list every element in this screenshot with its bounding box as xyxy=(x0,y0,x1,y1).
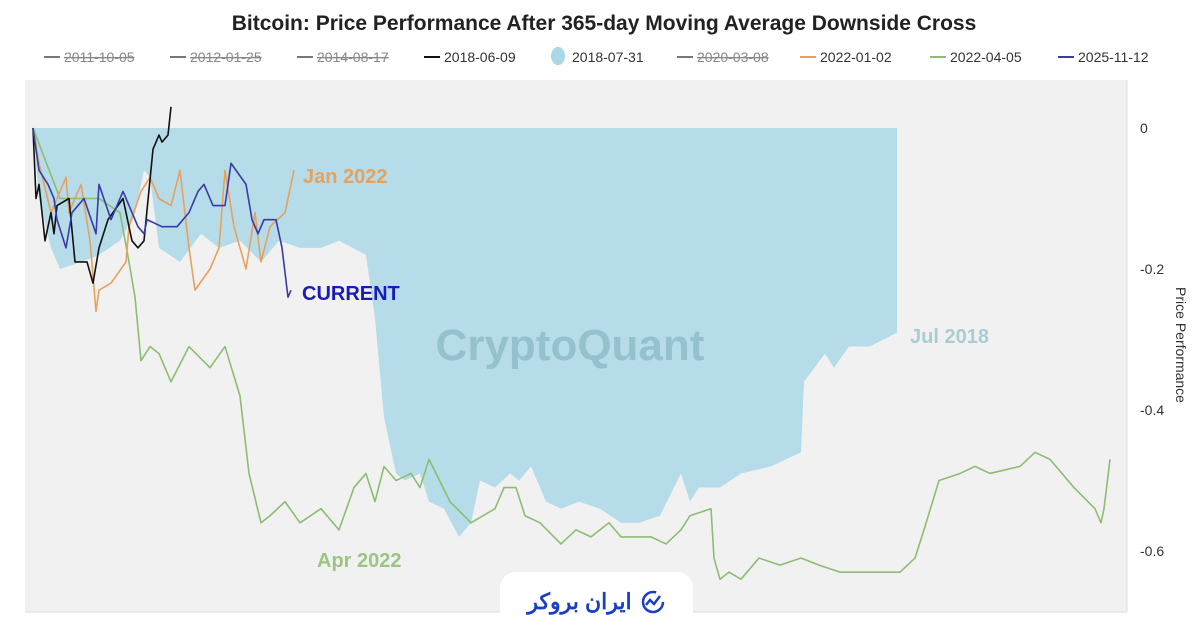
chart-trend-logo-icon xyxy=(641,590,664,614)
legend: 2011-10-05 2012-01-25 2014-08-17 2018-06-09… xyxy=(44,47,1149,65)
series-line-2025-11-12 xyxy=(32,127,292,299)
y-tick-label: -0.4 xyxy=(1140,402,1164,418)
legend-item-2020-03-08[interactable]: 2020-03-08 xyxy=(677,49,769,65)
legend-label: 2012-01-25 xyxy=(190,49,262,65)
legend-item-2025-11-12[interactable]: 2025-11-12 xyxy=(1058,49,1149,65)
legend-label: 2020-03-08 xyxy=(697,49,769,65)
annotation-2022-01-02: Jan 2022 xyxy=(303,166,388,188)
legend-label: 2022-04-05 xyxy=(950,49,1022,65)
legend-label: 2025-11-12 xyxy=(1078,49,1149,65)
legend-item-2018-06-09[interactable]: 2018-06-09 xyxy=(424,49,516,65)
annotations: Jan 2022 CURRENT Jul 2018 Apr 2022 xyxy=(302,166,989,572)
legend-item-2012-01-25[interactable]: 2012-01-25 xyxy=(170,49,262,65)
series-layer xyxy=(32,106,1111,581)
annotation-2025-11-12: CURRENT xyxy=(302,283,400,305)
series-line-2018-06-09 xyxy=(32,106,172,284)
brand-logo-text: ایران بروکر xyxy=(527,589,632,614)
series-area-2018-07-31 xyxy=(33,128,897,537)
legend-label: 2014-08-17 xyxy=(317,49,389,65)
legend-label: 2018-07-31 xyxy=(572,49,644,65)
legend-item-2011-10-05[interactable]: 2011-10-05 xyxy=(44,49,135,65)
legend-item-2014-08-17[interactable]: 2014-08-17 xyxy=(297,49,389,65)
legend-item-2018-07-31[interactable]: 2018-07-31 xyxy=(551,47,644,65)
y-tick-label: -0.6 xyxy=(1140,543,1164,559)
y-tick-label: -0.2 xyxy=(1140,261,1164,277)
brand-logo-badge: ایران بروکر xyxy=(500,572,693,632)
legend-label: 2018-06-09 xyxy=(444,49,516,65)
legend-label: 2011-10-05 xyxy=(64,49,135,65)
legend-swatch xyxy=(551,47,565,65)
series-line-2022-01-02 xyxy=(32,127,295,313)
y-axis-label: Price Performance xyxy=(1173,287,1189,403)
legend-item-2022-04-05[interactable]: 2022-04-05 xyxy=(930,49,1022,65)
chart-title: Bitcoin: Price Performance After 365-day… xyxy=(232,12,977,35)
series-line-2022-04-05 xyxy=(32,127,1111,581)
annotation-2018-07-31: Jul 2018 xyxy=(910,326,989,348)
y-tick-label: 0 xyxy=(1140,120,1148,136)
watermark: CryptoQuant xyxy=(436,321,705,370)
y-axis-ticks: 0 -0.2 -0.4 -0.6 xyxy=(1140,120,1164,559)
legend-label: 2022-01-02 xyxy=(820,49,892,65)
annotation-2022-04-05: Apr 2022 xyxy=(317,550,402,572)
legend-item-2022-01-02[interactable]: 2022-01-02 xyxy=(800,49,892,65)
